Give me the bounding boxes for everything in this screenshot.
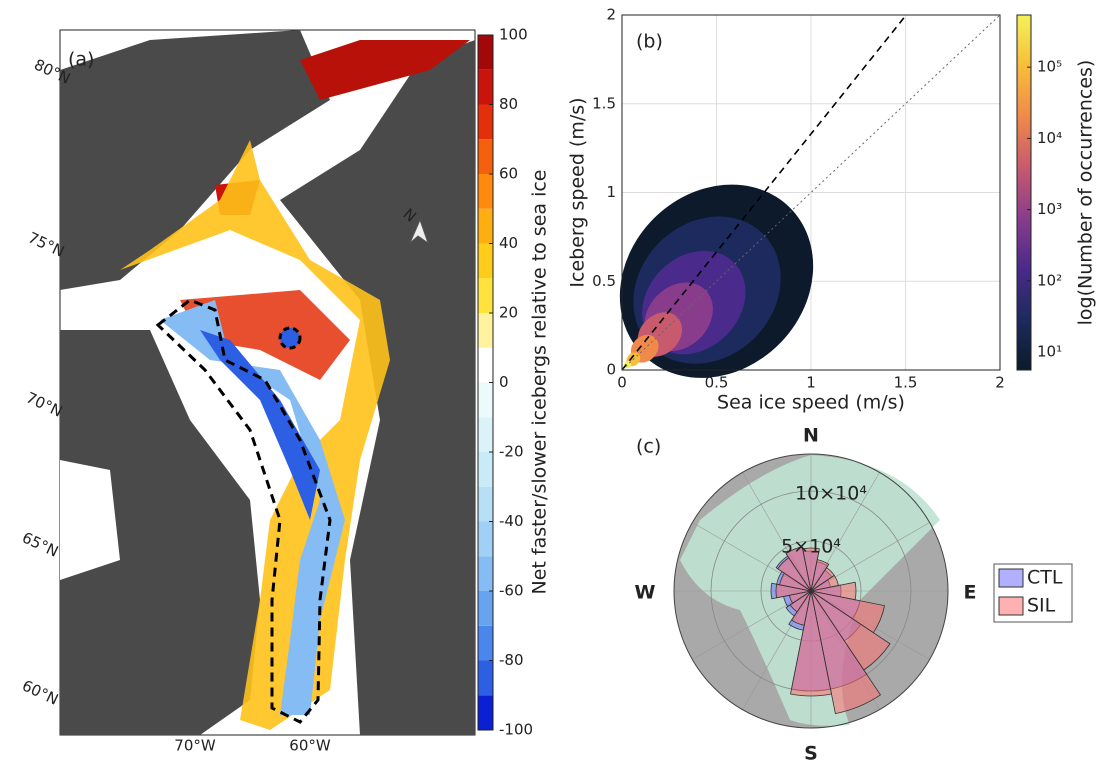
- colorbar-segment: [478, 35, 493, 70]
- panel-label: (a): [68, 49, 94, 71]
- rose-bar: [791, 590, 812, 626]
- colorbar-label: log(Number of occurrences): [1075, 60, 1097, 326]
- colorbar-segment: [478, 243, 493, 279]
- colorbar-tick-label: 40: [499, 234, 518, 252]
- compass-label: E: [964, 582, 977, 604]
- colorbar-tick-label: -20: [499, 443, 524, 461]
- reference-line: [621, 14, 907, 371]
- colorbar-segment: [478, 208, 493, 244]
- polar-frame: [673, 453, 949, 729]
- colorbar-segment: [478, 69, 493, 105]
- y-tick-label: 0: [606, 361, 616, 379]
- rose-bar: [789, 590, 812, 613]
- rose-bar: [785, 546, 812, 592]
- latitude-label: 60°N: [19, 676, 61, 708]
- colorbar-segment: [478, 486, 493, 522]
- x-tick-label: 1.5: [894, 374, 918, 392]
- colorbar-tick-label: 100: [499, 26, 528, 44]
- colorbar-tick-label: -80: [499, 651, 524, 669]
- compass-label: W: [635, 582, 656, 604]
- colorbar-segment: [478, 521, 493, 557]
- colorbar: [1016, 14, 1032, 371]
- colorbar-segment: [478, 382, 493, 418]
- colorbar-tick-label: 80: [499, 95, 518, 113]
- panel-label: (c): [636, 436, 661, 458]
- rose-bar: [790, 590, 832, 697]
- latitude-label: 65°N: [19, 528, 61, 560]
- reference-line: [621, 14, 1001, 371]
- colorbar-tick-label: -100: [499, 721, 533, 739]
- colorbar-label: Net faster/slower icebergs relative to s…: [529, 169, 551, 594]
- colorbar-segment: [478, 278, 493, 313]
- colorbar-segment: [478, 139, 493, 174]
- rose-bar: [810, 559, 830, 592]
- legend-swatch: [998, 568, 1024, 588]
- colorbar-segment: [478, 104, 493, 140]
- colorbar-segment: [478, 313, 493, 348]
- x-tick-label: 0: [617, 374, 627, 392]
- y-tick-label: 1.5: [592, 94, 616, 112]
- colorbar-segment: [478, 625, 493, 661]
- plot-frame: [621, 14, 1001, 371]
- x-tick-label: 1: [806, 374, 816, 392]
- colorbar-tick-label: 10¹: [1037, 343, 1062, 361]
- y-axis-label: Iceberg speed (m/s): [567, 97, 589, 287]
- map-background: N: [59, 29, 476, 736]
- colorbar-tick-label: -60: [499, 582, 524, 600]
- colorbar-tick-label: 10²: [1037, 271, 1062, 289]
- colorbar-segment: [478, 695, 493, 730]
- legend-label: CTL: [1027, 567, 1063, 589]
- latitude-label: 70°N: [23, 388, 65, 420]
- rose-bar: [775, 583, 812, 599]
- ring-label: 5×10⁴: [781, 536, 841, 558]
- y-tick-label: 0.5: [592, 272, 616, 290]
- longitude-label: 70°W: [174, 737, 216, 755]
- colorbar-segment: [478, 556, 493, 591]
- colorbar-tick-label: 10⁴: [1037, 129, 1062, 147]
- colorbar-tick-label: 60: [499, 165, 518, 183]
- colorbar-segment: [478, 660, 493, 696]
- colorbar-segment: [478, 347, 493, 383]
- longitude-label: 60°W: [289, 737, 331, 755]
- panel-label: (b): [636, 31, 663, 53]
- colorbar-tick-label: -40: [499, 512, 524, 530]
- colorbar-tick-label: 20: [499, 304, 518, 322]
- x-axis-label: Sea ice speed (m/s): [717, 392, 905, 414]
- legend-swatch: [998, 596, 1024, 616]
- colorbar-tick-label: 10⁵: [1037, 58, 1062, 76]
- colorbar-segment: [478, 174, 493, 209]
- colorbar-segment: [478, 417, 493, 452]
- compass-label: S: [804, 743, 818, 763]
- colorbar-tick-label: 10³: [1037, 200, 1062, 218]
- y-tick-label: 2: [606, 6, 616, 24]
- y-tick-label: 1: [606, 183, 616, 201]
- x-tick-label: 2: [995, 374, 1005, 392]
- colorbar-tick-label: 0: [499, 373, 509, 391]
- ring-label: 10×10⁴: [795, 483, 867, 505]
- rose-bar: [810, 590, 882, 715]
- x-tick-label: 0.5: [705, 374, 729, 392]
- colorbar-segment: [478, 452, 493, 487]
- compass-label: N: [803, 425, 819, 447]
- legend-label: SIL: [1027, 595, 1056, 617]
- colorbar-segment: [478, 591, 493, 626]
